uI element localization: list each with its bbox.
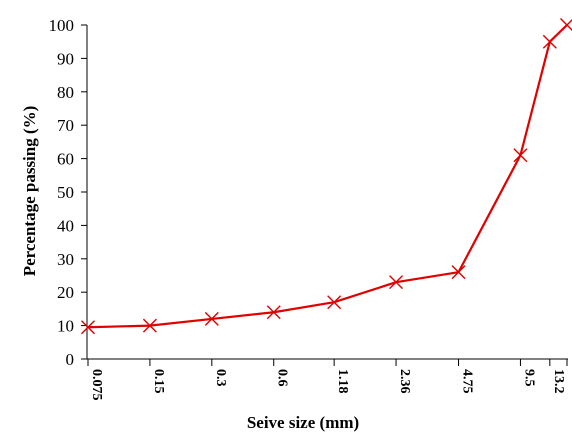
- y-tick-label: 0: [66, 350, 75, 369]
- x-tick-label: 4.75: [460, 369, 475, 394]
- x-axis: 0.075 0.15 0.3 0.6 1.18 2.36 4.75 9.5 13.2 16: [87, 358, 572, 401]
- x-tick-label: 0.6: [275, 369, 290, 387]
- y-tick-label: 50: [57, 183, 74, 202]
- y-tick-label: 20: [57, 283, 74, 302]
- x-tick-label: 2.36: [397, 369, 412, 394]
- x-axis-title: Seive size (mm): [247, 413, 359, 432]
- data-point: [81, 320, 95, 335]
- data-point: [142, 318, 157, 333]
- series-line: [87, 24, 568, 329]
- y-tick-label: 40: [57, 216, 74, 235]
- x-tick-label: 0.3: [213, 369, 228, 387]
- y-tick-label: 100: [49, 16, 75, 35]
- x-tick-label: 16: [568, 369, 572, 383]
- y-axis-title: Percentage passing (%): [20, 106, 39, 277]
- data-point: [560, 18, 572, 32]
- data-point: [451, 265, 466, 280]
- data-point: [542, 34, 557, 49]
- y-tick-label: 10: [57, 317, 74, 336]
- plot-area: [81, 18, 572, 335]
- y-tick-label: 90: [57, 49, 74, 68]
- x-tick-label: 1.18: [335, 369, 350, 394]
- x-tick-label: 0.075: [89, 369, 104, 401]
- data-point: [204, 311, 219, 326]
- data-point: [513, 148, 528, 163]
- x-tick-label: 13.2: [551, 369, 566, 394]
- data-point: [266, 305, 281, 320]
- y-tick-label: 80: [57, 83, 74, 102]
- y-tick-label: 70: [57, 116, 74, 135]
- y-axis: 0 10 20 30 40 50 60 70 80 90 100: [49, 16, 88, 369]
- data-point: [389, 275, 404, 290]
- y-tick-label: 60: [57, 150, 74, 169]
- x-tick-label: 9.5: [521, 369, 536, 387]
- x-tick-label: 0.15: [151, 369, 166, 394]
- y-tick-label: 30: [57, 250, 74, 269]
- data-point: [327, 295, 342, 310]
